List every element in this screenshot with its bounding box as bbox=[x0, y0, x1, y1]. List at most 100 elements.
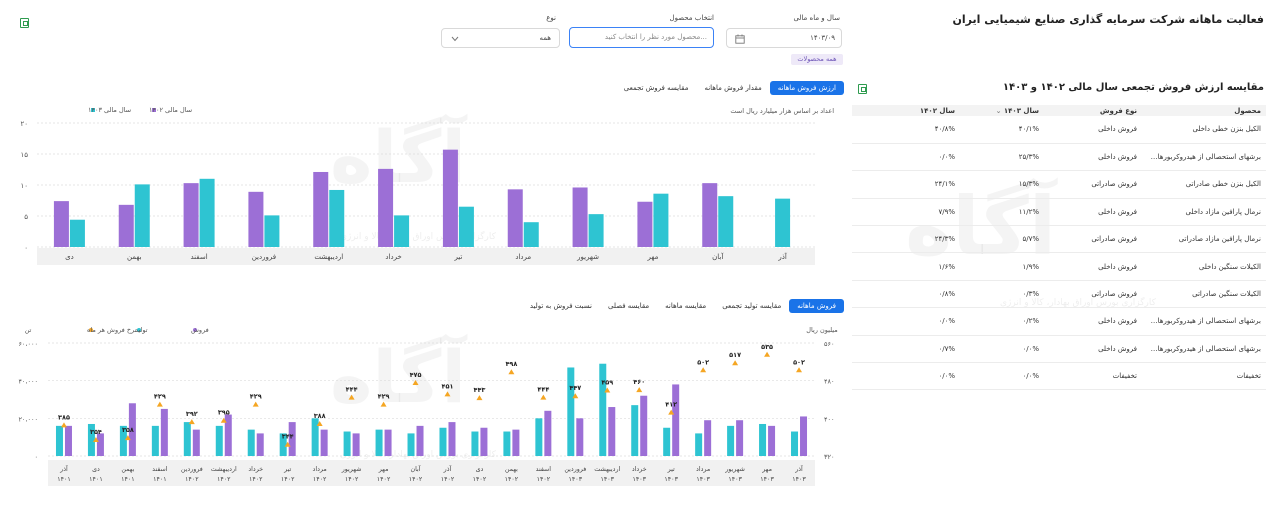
cell-product: برشهای استحصالی از هیدروکربورهای تهیه ..… bbox=[1142, 335, 1266, 364]
x-tick-label: مرداد bbox=[515, 253, 531, 261]
x-tick-label: بهمن bbox=[505, 466, 518, 473]
bar-sales bbox=[672, 384, 680, 456]
bar-sales bbox=[192, 429, 200, 456]
y-tick-label: ۱۵ bbox=[20, 151, 28, 159]
product-filter-input[interactable]: محصول مورد نظر را انتخاب کنید... bbox=[569, 27, 714, 48]
date-filter-input[interactable]: ۱۴۰۳/۰۹ bbox=[726, 28, 842, 48]
rate-data-label: ۴۶۰ bbox=[633, 378, 645, 386]
x-tick-label: ۱۴۰۳ bbox=[601, 476, 615, 483]
cell-1403: ۱۱/۲% bbox=[960, 198, 1044, 227]
bar-sales bbox=[448, 422, 456, 456]
bar-production bbox=[87, 423, 95, 456]
excel-export-icon[interactable] bbox=[858, 84, 867, 94]
x-tick-label: ۱۴۰۳ bbox=[664, 476, 678, 483]
bar-sales bbox=[352, 433, 360, 456]
watermark-logo: آگاه bbox=[330, 335, 466, 419]
cell-1402: ۷/۹% bbox=[852, 198, 960, 227]
sort-down-icon[interactable]: ⌄ bbox=[995, 106, 1002, 115]
x-tick-label: تیر bbox=[453, 253, 462, 261]
rate-data-label: ۴۵۱ bbox=[442, 382, 454, 390]
y-right-tick-label: ۴۸۰ bbox=[824, 378, 834, 386]
x-tick-label: ۱۴۰۳ bbox=[728, 476, 742, 483]
rate-data-label: ۳۵۴ bbox=[90, 428, 102, 436]
type-filter-label: نوع bbox=[546, 14, 556, 22]
bar-sales bbox=[800, 416, 808, 456]
cell-1403: ۱/۹% bbox=[960, 252, 1044, 281]
x-tick-label: اسفند bbox=[191, 253, 208, 261]
rate-marker bbox=[92, 436, 99, 442]
type-filter-select[interactable]: همه bbox=[441, 28, 560, 48]
bar-sales bbox=[256, 433, 264, 456]
bar-1402 bbox=[572, 187, 588, 247]
chart2-tab-3[interactable]: مقایسه فصلی bbox=[608, 302, 650, 310]
bar-production bbox=[695, 433, 703, 456]
col-1403[interactable]: سال ۱۴۰۳ ⌄ bbox=[960, 105, 1044, 116]
rate-marker bbox=[348, 394, 355, 400]
cell-1403: ۱۵/۳% bbox=[960, 170, 1044, 199]
rate-marker bbox=[476, 395, 483, 401]
rate-data-label: ۴۴۴ bbox=[537, 386, 549, 394]
cell-sale-type: فروش صادراتی bbox=[1044, 280, 1142, 309]
rate-marker bbox=[60, 422, 67, 428]
x-tick-label: مهر bbox=[378, 466, 389, 473]
chart1-tab-1[interactable]: مقدار فروش ماهانه bbox=[704, 84, 762, 92]
cell-sale-type: فروش داخلی bbox=[1044, 116, 1142, 144]
chart2-tab-0[interactable]: فروش ماهانه bbox=[789, 299, 844, 313]
chart2-tab-1[interactable]: مقایسه تولید تجمعی bbox=[722, 302, 782, 310]
col-1402[interactable]: سال ۱۴۰۲ bbox=[852, 105, 960, 116]
rate-marker bbox=[668, 409, 675, 415]
y-tick-label: ۱۰ bbox=[20, 182, 28, 190]
bar-production bbox=[311, 418, 319, 456]
cell-sale-type: فروش صادراتی bbox=[1044, 225, 1142, 254]
chart1-tab-0[interactable]: ارزش فروش ماهانه bbox=[769, 81, 844, 95]
chart1-unit-note: اعداد بر اساس هزار میلیارد ریال است bbox=[730, 107, 834, 115]
col-type[interactable]: نوع فروش bbox=[1044, 105, 1142, 116]
chart2-tabs: فروش ماهانه مقایسه تولید تجمعی مقایسه ماها… bbox=[522, 299, 844, 313]
x-tick-label: ۱۴۰۲ bbox=[409, 476, 423, 483]
cell-1403: ۰/۰% bbox=[960, 362, 1044, 391]
col-product[interactable]: محصول bbox=[1142, 105, 1266, 116]
rate-data-label: ۴۷۵ bbox=[410, 371, 422, 379]
rate-data-label: ۴۵۹ bbox=[601, 379, 613, 387]
y-tick-label: ۵ bbox=[24, 213, 28, 221]
bar-sales bbox=[224, 414, 232, 456]
bar-production bbox=[535, 418, 543, 456]
table-row: الکیلات سنگین صادراتی فروش صادراتی ۰/۳% ۰/۸… bbox=[852, 280, 1266, 309]
cell-1402: ۲۴/۳% bbox=[852, 225, 960, 254]
excel-export-icon[interactable] bbox=[20, 18, 29, 28]
x-tick-label: شهریور bbox=[341, 466, 362, 473]
comparison-table: محصول نوع فروش سال ۱۴۰۳ ⌄ سال ۱۴۰۲ الکیل… bbox=[852, 105, 1266, 391]
x-tick-label: ۱۴۰۲ bbox=[281, 476, 295, 483]
chart1-tab-2[interactable]: مقایسه فروش تجمعی bbox=[623, 84, 689, 92]
comparison-title: مقایسه ارزش فروش تجمعی سال مالی ۱۴۰۲ و ۱… bbox=[1002, 82, 1264, 93]
y-left-tick-label: ۰ bbox=[35, 453, 39, 461]
x-tick-label: آذر bbox=[777, 252, 787, 261]
chart2-tab-2[interactable]: مقایسه ماهانه bbox=[665, 302, 707, 310]
bar-production bbox=[247, 429, 255, 456]
bar-production bbox=[55, 425, 63, 456]
bar-sales bbox=[640, 395, 648, 456]
bar-1402 bbox=[53, 201, 69, 247]
bar-sales bbox=[384, 429, 392, 456]
y-tick-label: ۰ bbox=[24, 244, 28, 252]
cell-1403: ۰/۲% bbox=[960, 307, 1044, 336]
x-tick-label: آذر bbox=[59, 464, 68, 473]
cell-product: نرمال پارافین مازاد داخلی bbox=[1142, 198, 1266, 227]
cell-sale-type: فروش صادراتی bbox=[1044, 170, 1142, 199]
product-filter-label: انتخاب محصول bbox=[669, 14, 714, 22]
bar-1403 bbox=[653, 193, 669, 247]
bar-1402 bbox=[183, 183, 199, 247]
watermark-logo: آگاه bbox=[330, 115, 466, 199]
cell-product: برشهای استحصالی از هیدروکربورهای تهیه ..… bbox=[1142, 307, 1266, 336]
bar-sales bbox=[160, 408, 168, 456]
legend-label: نرخ فروش هر ماه bbox=[87, 326, 137, 334]
x-tick-label: فروردین bbox=[252, 253, 276, 261]
legend-swatch bbox=[89, 328, 93, 332]
rate-marker bbox=[636, 387, 643, 393]
rate-data-label: ۳۴۴ bbox=[282, 433, 294, 441]
bar-1403 bbox=[264, 215, 280, 247]
y-right-tick-label: ۵۶۰ bbox=[824, 340, 834, 348]
rate-marker bbox=[444, 391, 451, 397]
x-tick-label: ۱۴۰۳ bbox=[569, 476, 583, 483]
chart2-tab-4[interactable]: نسبت فروش به تولید bbox=[529, 302, 592, 310]
